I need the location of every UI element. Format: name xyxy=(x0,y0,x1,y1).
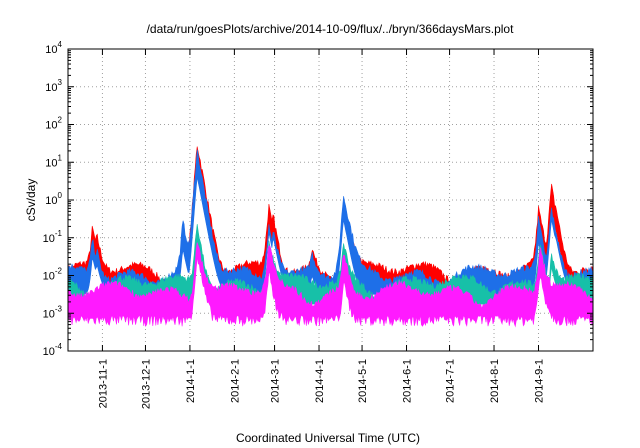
x-tick-label: 2013-12-1 xyxy=(140,359,152,409)
x-tick-label: 2014-6-1 xyxy=(402,359,414,403)
x-tick-label: 2014-4-1 xyxy=(314,359,326,403)
x-tick-label: 2014-9-1 xyxy=(533,359,545,403)
x-tick-label: 2014-1-1 xyxy=(185,359,197,403)
x-tick-label: 2013-11-1 xyxy=(97,359,109,408)
y-tick-label: 104 xyxy=(45,40,62,56)
y-tick-label: 10-3 xyxy=(43,304,63,320)
x-axis-label: Coordinated Universal Time (UTC) xyxy=(236,431,420,445)
y-axis: 10-4 10-3 10-2 10-1 100 101 102 103 104 xyxy=(43,40,593,358)
x-tick-label: 2014-8-1 xyxy=(489,359,501,403)
y-tick-label: 10-1 xyxy=(43,229,63,245)
series-layer xyxy=(67,146,594,328)
x-tick-label: 2014-3-1 xyxy=(270,359,282,403)
y-tick-label: 10-2 xyxy=(43,267,63,283)
x-tick-label: 2014-2-1 xyxy=(229,359,241,403)
y-tick-label: 102 xyxy=(45,116,62,132)
chart-title: /data/run/goesPlots/archive/2014-10-09/f… xyxy=(147,22,515,36)
y-tick-label: 101 xyxy=(45,153,62,169)
y-tick-label: 10-4 xyxy=(43,342,63,358)
x-axis: 2013-11-1 2013-12-1 2014-1-1 2014-2-1 2014-3… xyxy=(97,49,545,409)
y-axis-label: cSv/day xyxy=(24,179,38,222)
y-tick-label: 103 xyxy=(45,78,62,94)
x-tick-label: 2014-5-1 xyxy=(357,359,369,403)
y-tick-label: 100 xyxy=(45,191,62,207)
x-tick-label: 2014-7-1 xyxy=(445,359,457,403)
